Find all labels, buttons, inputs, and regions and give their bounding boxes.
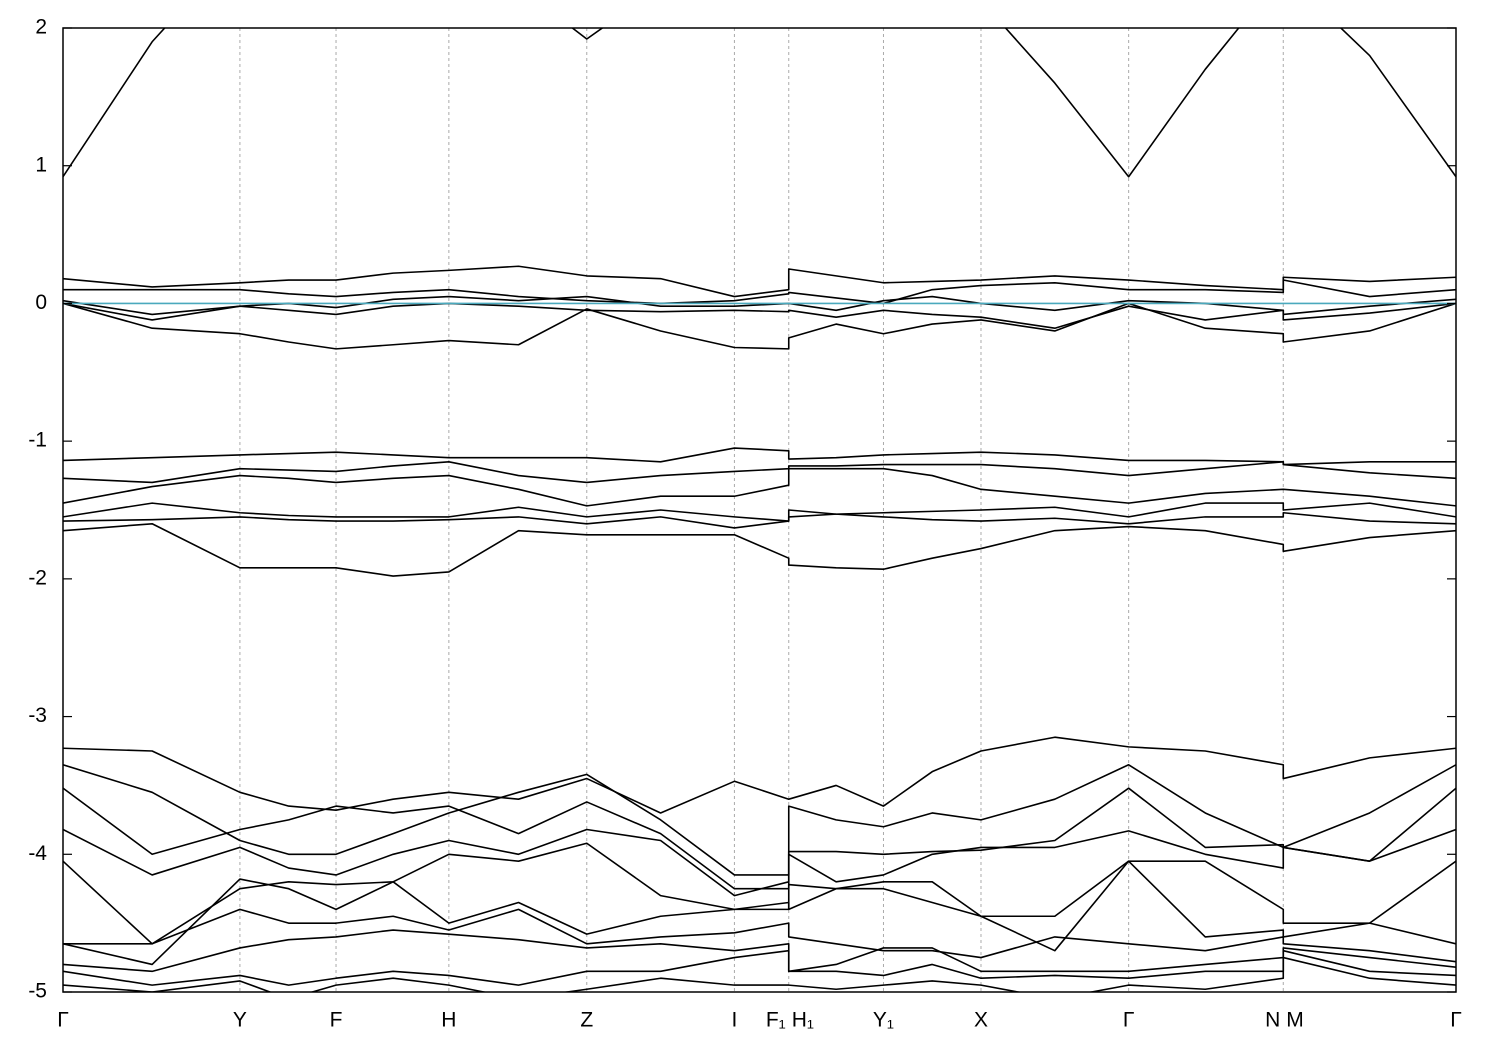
x-tick-label: M xyxy=(1286,1009,1304,1032)
x-tick-label: N xyxy=(1265,1009,1280,1032)
x-tick-label: Y xyxy=(233,1009,247,1032)
x-tick-label: F₁ xyxy=(766,1009,786,1032)
band-line xyxy=(63,949,1456,986)
y-tick-label: -5 xyxy=(28,980,47,1003)
band-line xyxy=(63,509,1456,529)
x-tick-label: H₁ xyxy=(792,1009,814,1032)
band-line xyxy=(63,461,1456,484)
y-tick-label: -3 xyxy=(28,704,47,727)
x-tick-label: Z xyxy=(580,1009,593,1032)
band-line xyxy=(63,908,1456,963)
band-line xyxy=(63,860,1456,966)
y-tick-label: 2 xyxy=(35,16,47,39)
x-tick-label: Y₁ xyxy=(873,1009,894,1032)
band-line xyxy=(63,467,1456,507)
x-tick-label: Γ xyxy=(1123,1009,1135,1032)
x-tick-label: F xyxy=(330,1009,343,1032)
x-tick-label: X xyxy=(974,1009,988,1032)
plot-frame xyxy=(62,27,1457,993)
y-tick-label: 1 xyxy=(35,153,47,176)
y-tick-label: -1 xyxy=(28,429,47,452)
x-tick-label: H xyxy=(441,1009,456,1032)
x-tick-label: Γ xyxy=(57,1009,69,1032)
x-tick-label: I xyxy=(732,1009,738,1032)
band-line xyxy=(63,828,1456,897)
band-line xyxy=(63,279,1456,305)
axes: -5 -4 -3 -2 -1 0 1 2 Γ Y F H Z I F₁ H₁ Y₁ X Γ N M Γ xyxy=(28,16,1461,1032)
plot-area xyxy=(63,28,1456,992)
band-line xyxy=(63,736,1456,814)
band-line xyxy=(63,522,1456,577)
band-line xyxy=(63,447,1456,466)
bands xyxy=(63,28,1456,992)
y-tick-label: 0 xyxy=(35,291,47,314)
band-line xyxy=(63,265,1456,298)
band-line xyxy=(63,302,1456,330)
x-tick-label: Γ xyxy=(1450,1009,1462,1032)
y-tick-label: -4 xyxy=(28,842,47,865)
band-line xyxy=(63,956,1456,992)
band-line xyxy=(63,28,1456,178)
band-line xyxy=(63,302,1456,350)
y-tick-label: -2 xyxy=(28,566,47,589)
band-line xyxy=(63,842,1456,945)
